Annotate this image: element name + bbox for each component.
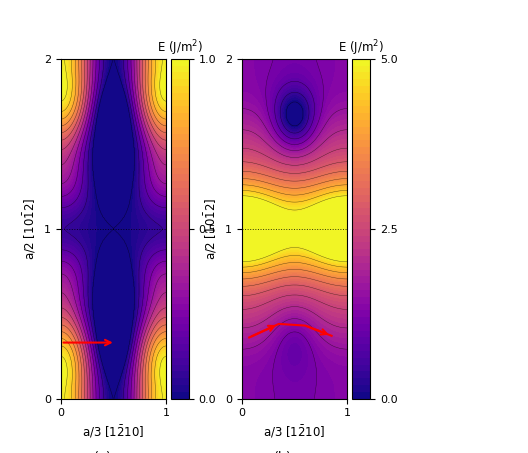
Y-axis label: a/2 [10$\bar{1}$2]: a/2 [10$\bar{1}$2] [203,198,220,260]
X-axis label: a/3 [1$\bar{2}$10]: a/3 [1$\bar{2}$10] [263,424,326,440]
Text: (b) $\pi_{1D}$: (b) $\pi_{1D}$ [273,449,316,453]
Title: E (J/m$^2$): E (J/m$^2$) [338,38,384,58]
Title: E (J/m$^2$): E (J/m$^2$) [157,38,203,58]
Y-axis label: a/2 [10$\bar{1}$2]: a/2 [10$\bar{1}$2] [22,198,39,260]
X-axis label: a/3 [1$\bar{2}$10]: a/3 [1$\bar{2}$10] [82,424,145,440]
Text: (a) $\pi_{1L}$: (a) $\pi_{1L}$ [93,449,134,453]
